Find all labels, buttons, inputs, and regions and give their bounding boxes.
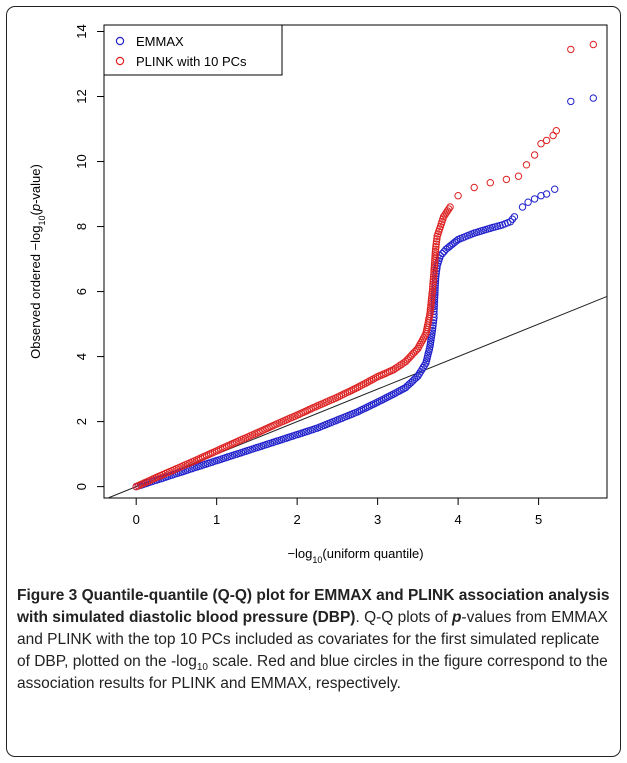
emmax-point bbox=[524, 198, 532, 206]
reference-line bbox=[107, 295, 608, 499]
plink-with-10-pcs-point bbox=[429, 280, 437, 288]
plink-with-10-pcs-point bbox=[530, 151, 539, 159]
caption-title: Quantile-quantile (Q-Q) plot for EMMAX a… bbox=[17, 587, 610, 626]
y-tick-label: 10 bbox=[74, 154, 89, 168]
plink-with-10-pcs-point bbox=[429, 275, 438, 284]
x-tick-label: 3 bbox=[374, 512, 381, 527]
emmax-point bbox=[508, 215, 517, 223]
plink-with-10-pcs-point bbox=[429, 283, 437, 291]
plink-with-10-pcs-point bbox=[445, 205, 453, 213]
caption-body-2: -values from EMMAX and PLINK with the to… bbox=[17, 609, 608, 670]
plink-with-10-pcs-point bbox=[432, 243, 440, 251]
plink-with-10-pcs-point bbox=[429, 278, 437, 286]
plink-with-10-pcs-point bbox=[431, 250, 439, 258]
plink-with-10-pcs-point bbox=[502, 175, 511, 184]
plink-with-10-pcs-point bbox=[542, 136, 551, 145]
plot-border bbox=[103, 24, 608, 499]
emmax-point bbox=[530, 195, 539, 203]
y-axis-label: Observed ordered −log10(p-value) bbox=[28, 164, 47, 359]
caption-body-3: scale. Red and blue circles in the figur… bbox=[17, 653, 608, 692]
plink-with-10-pcs-point bbox=[431, 245, 440, 254]
y-tick-label: 4 bbox=[74, 353, 89, 360]
plink-with-10-pcs-point bbox=[430, 270, 438, 279]
plink-with-10-pcs-point bbox=[426, 306, 435, 314]
x-tick-label: 0 bbox=[133, 512, 140, 527]
plink-with-10-pcs-point bbox=[589, 40, 597, 49]
plink-with-10-pcs-point bbox=[432, 237, 441, 246]
plink-with-10-pcs-point bbox=[430, 259, 439, 267]
legend-box bbox=[103, 24, 283, 76]
caption-p-letter: p bbox=[451, 609, 462, 626]
figure-frame: 0 1 2 3 4 5 0 2 4 6 8 10 12 14 −log10(uniform quantile… bbox=[6, 6, 621, 757]
plink-with-10-pcs-point bbox=[442, 209, 450, 217]
plink-with-10-pcs-point bbox=[470, 183, 478, 192]
x-tick-label: 1 bbox=[213, 512, 220, 527]
y-tick-label: 6 bbox=[74, 288, 89, 295]
plink-with-10-pcs-point bbox=[431, 247, 440, 256]
plink-with-10-pcs-point bbox=[439, 213, 448, 221]
plink-with-10-pcs-point bbox=[412, 346, 421, 354]
plink-with-10-pcs-point bbox=[454, 192, 462, 200]
emmax-point bbox=[551, 185, 559, 193]
legend-marker-plink-with-10-pcs bbox=[115, 56, 125, 66]
x-axis-label: −log10(uniform quantile) bbox=[287, 546, 423, 565]
plink-with-10-pcs-point bbox=[443, 207, 452, 215]
legend-marker-emmax bbox=[115, 36, 125, 46]
plink-with-10-pcs-point bbox=[433, 235, 441, 243]
emmax-point bbox=[518, 203, 527, 211]
x-tick-label: 2 bbox=[294, 512, 301, 527]
caption-subscript-10: 10 bbox=[196, 662, 208, 674]
plink-with-10-pcs-point bbox=[552, 127, 560, 135]
caption-figure-label: Figure 3 bbox=[17, 587, 78, 604]
caption-body-1: . Q-Q plots of bbox=[355, 609, 452, 626]
legend-label-emmax: EMMAX bbox=[136, 34, 184, 49]
plink-with-10-pcs-point bbox=[446, 203, 454, 211]
emmax-point bbox=[510, 213, 519, 221]
plink-with-10-pcs-point bbox=[428, 292, 436, 300]
plink-with-10-pcs-point bbox=[429, 273, 438, 281]
emmax-point bbox=[589, 94, 597, 102]
emmax-point bbox=[427, 336, 435, 344]
plink-with-10-pcs-point bbox=[430, 268, 438, 276]
legend-label-plink-with-10-pcs: PLINK with 10 PCs bbox=[136, 54, 247, 69]
plink-with-10-pcs-point bbox=[426, 308, 434, 316]
plink-with-10-pcs-point bbox=[486, 179, 494, 187]
y-tick-label: 8 bbox=[74, 223, 89, 230]
x-tick-label: 5 bbox=[535, 512, 542, 527]
emmax-point bbox=[542, 190, 551, 198]
figure-caption: Figure 3 Quantile-quantile (Q-Q) plot fo… bbox=[17, 585, 613, 695]
plink-with-10-pcs-point bbox=[567, 45, 575, 54]
plink-with-10-pcs-point bbox=[432, 240, 440, 248]
y-tick-label: 0 bbox=[74, 483, 89, 490]
plink-with-10-pcs-point bbox=[441, 211, 449, 219]
emmax-point bbox=[430, 310, 438, 318]
plink-with-10-pcs-point bbox=[514, 172, 523, 180]
y-tick-label: 12 bbox=[74, 89, 89, 103]
emmax-point bbox=[438, 249, 446, 258]
plink-with-10-pcs-point bbox=[428, 287, 437, 296]
x-tick-label: 4 bbox=[454, 512, 461, 527]
plink-with-10-pcs-point bbox=[427, 297, 436, 305]
y-tick-label: 14 bbox=[74, 24, 89, 38]
emmax-point bbox=[426, 340, 434, 349]
emmax-point bbox=[567, 97, 575, 106]
y-tick-label: 2 bbox=[74, 418, 89, 425]
plink-with-10-pcs-point bbox=[428, 285, 437, 293]
plink-with-10-pcs-point bbox=[522, 161, 531, 169]
emmax-point bbox=[506, 218, 515, 226]
emmax-point bbox=[452, 237, 461, 245]
plink-with-10-pcs-point bbox=[537, 140, 545, 148]
